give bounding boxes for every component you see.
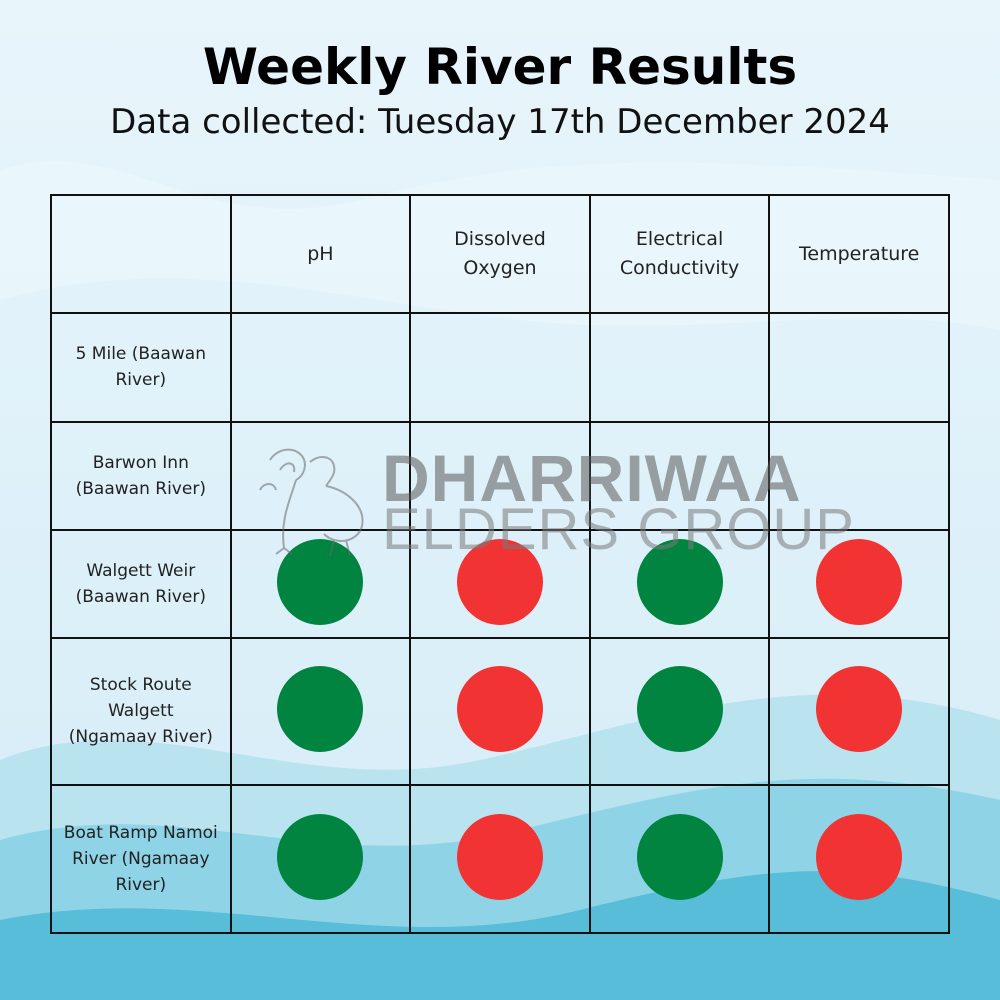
site-label: Walgett Weir (Baawan River) xyxy=(75,561,206,608)
result-cell xyxy=(229,528,412,640)
header-temperature: Temperature xyxy=(768,193,950,315)
page-title: Weekly River Results xyxy=(202,38,798,96)
green-status-dot xyxy=(636,666,723,753)
results-table: pH Dissolved Oxygen Electrical Conductiv… xyxy=(50,193,950,935)
header-dissolved-oxygen: Dissolved Oxygen xyxy=(409,193,591,315)
green-status-dot xyxy=(277,813,364,900)
site-label: 5 Mile (Baawan River) xyxy=(75,344,206,391)
red-status-dot xyxy=(456,666,543,753)
site-label: Stock Route Walgett (Ngamaay River) xyxy=(68,675,213,748)
site-cell: Walgett Weir (Baawan River) xyxy=(50,528,232,640)
header-ph: pH xyxy=(229,193,412,315)
result-cell xyxy=(409,420,591,531)
red-status-dot xyxy=(816,539,903,626)
result-cell xyxy=(409,637,591,786)
site-label: Boat Ramp Namoi River (Ngamaay River) xyxy=(63,822,218,895)
header-label: pH xyxy=(307,242,334,265)
table-row: Barwon Inn (Baawan River) xyxy=(50,420,950,531)
table-row: Walgett Weir (Baawan River) xyxy=(50,528,950,640)
table-row: 5 Mile (Baawan River) xyxy=(50,312,950,423)
result-cell xyxy=(768,528,950,640)
page-subtitle: Data collected: Tuesday 17th December 20… xyxy=(110,102,890,142)
result-cell xyxy=(588,637,771,786)
result-cell xyxy=(768,420,950,531)
header-corner-cell xyxy=(50,193,232,315)
result-cell xyxy=(768,637,950,786)
result-cell xyxy=(229,420,412,531)
red-status-dot xyxy=(456,813,543,900)
result-cell xyxy=(588,528,771,640)
result-cell xyxy=(409,783,591,935)
site-cell: Stock Route Walgett (Ngamaay River) xyxy=(50,637,232,786)
header-label: Electrical Conductivity xyxy=(619,228,740,280)
green-status-dot xyxy=(277,539,364,626)
table-row: Stock Route Walgett (Ngamaay River) xyxy=(50,637,950,786)
green-status-dot xyxy=(636,813,723,900)
red-status-dot xyxy=(816,813,903,900)
red-status-dot xyxy=(816,666,903,753)
result-cell xyxy=(588,783,771,935)
result-cell xyxy=(409,312,591,423)
header-label: Temperature xyxy=(799,242,920,265)
result-cell xyxy=(229,783,412,935)
green-status-dot xyxy=(277,666,364,753)
result-cell xyxy=(768,783,950,935)
red-status-dot xyxy=(456,539,543,626)
result-cell xyxy=(588,420,771,531)
result-cell xyxy=(768,312,950,423)
site-label: Barwon Inn (Baawan River) xyxy=(75,452,206,499)
site-cell: Boat Ramp Namoi River (Ngamaay River) xyxy=(50,783,232,935)
site-cell: 5 Mile (Baawan River) xyxy=(50,312,232,423)
header-label: Dissolved Oxygen xyxy=(454,228,546,280)
green-status-dot xyxy=(636,539,723,626)
result-cell xyxy=(229,312,412,423)
table-row: Boat Ramp Namoi River (Ngamaay River) xyxy=(50,783,950,935)
result-cell xyxy=(588,312,771,423)
header-row: pH Dissolved Oxygen Electrical Conductiv… xyxy=(50,193,950,315)
result-cell xyxy=(409,528,591,640)
result-cell xyxy=(229,637,412,786)
site-cell: Barwon Inn (Baawan River) xyxy=(50,420,232,531)
header-electrical-conductivity: Electrical Conductivity xyxy=(588,193,771,315)
